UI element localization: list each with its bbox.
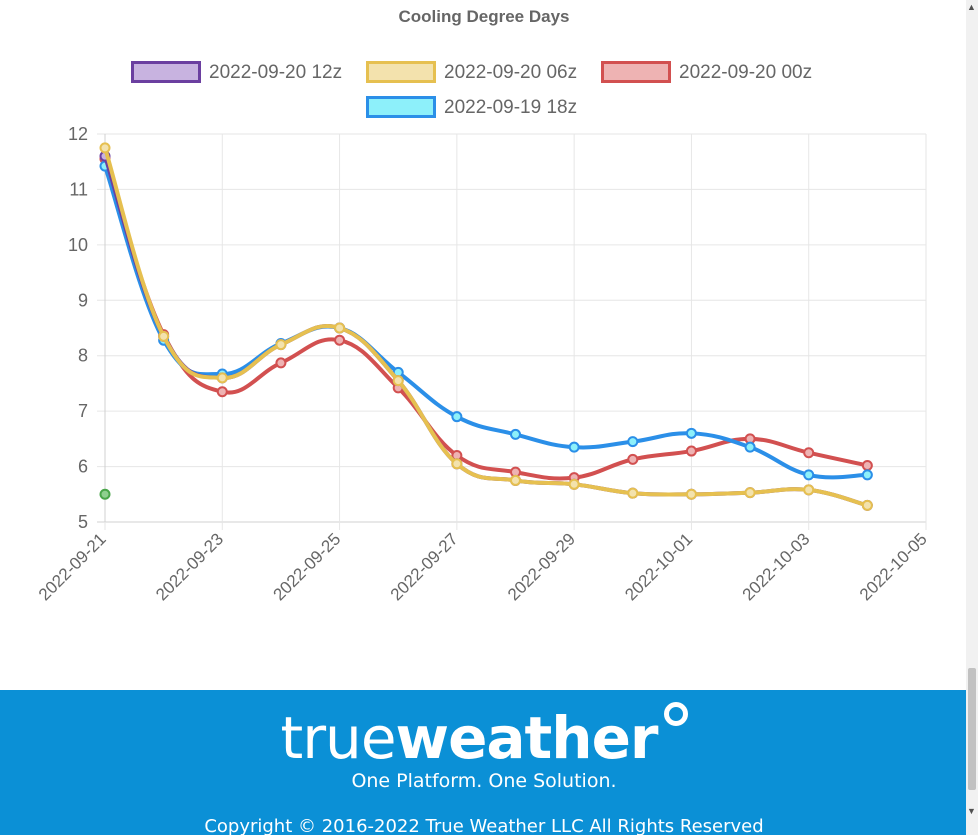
- data-point: [392, 375, 404, 387]
- y-tick-label: 12: [68, 124, 88, 144]
- series-line: [103, 155, 868, 508]
- legend-swatch: [366, 96, 436, 118]
- y-tick-label: 9: [78, 290, 88, 310]
- data-point: [568, 478, 580, 490]
- x-tick-label: 2022-10-03: [739, 529, 814, 604]
- legend-swatch: [601, 61, 671, 83]
- series-line: [103, 165, 868, 480]
- data-point: [334, 322, 346, 334]
- y-tick-label: 8: [78, 346, 88, 366]
- x-tick-label: 2022-10-01: [621, 529, 696, 604]
- legend-label: 2022-09-20 06z: [444, 62, 577, 83]
- data-point: [744, 441, 756, 453]
- data-point: [803, 469, 815, 481]
- series-line: [103, 147, 868, 508]
- data-point: [275, 339, 287, 351]
- trueweather-logo[interactable]: trueweather: [0, 698, 968, 778]
- data-point: [685, 445, 697, 457]
- data-point: [99, 488, 111, 500]
- data-point: [627, 487, 639, 499]
- chart-svg: Cooling Degree Days 2022-09-20 12z 2022-09…: [35, 7, 931, 604]
- data-point: [861, 499, 873, 511]
- data-point: [99, 142, 111, 154]
- scroll-down-arrow-icon[interactable]: ▼: [967, 806, 976, 816]
- data-point: [451, 458, 463, 470]
- vertical-scrollbar[interactable]: ▲ ▼: [966, 0, 978, 835]
- chart-container: Cooling Degree Days 2022-09-20 12z 2022-09…: [35, 7, 931, 604]
- data-point: [510, 428, 521, 440]
- data-point: [451, 411, 463, 423]
- y-tick-label: 5: [78, 512, 88, 532]
- data-point: [216, 386, 228, 398]
- y-tick-label: 7: [78, 401, 88, 421]
- data-point: [861, 459, 873, 471]
- footer-copyright: Copyright © 2016-2022 True Weather LLC A…: [204, 816, 764, 835]
- scroll-up-arrow-icon[interactable]: ▲: [967, 2, 976, 12]
- legend-label: 2022-09-20 12z: [209, 62, 342, 83]
- degree-ring-icon: [663, 702, 688, 726]
- site-footer: trueweather One Platform. One Solution. …: [0, 690, 968, 835]
- data-point: [803, 484, 815, 496]
- data-point: [568, 441, 580, 453]
- data-point: [334, 334, 346, 346]
- y-tick-label: 11: [69, 179, 88, 199]
- chart-title: Cooling Degree Days: [399, 7, 570, 26]
- footer-tagline: One Platform. One Solution.: [351, 770, 617, 792]
- data-point: [216, 372, 228, 384]
- y-tick-label: 6: [78, 457, 88, 477]
- data-point: [685, 427, 697, 439]
- x-tick-label: 2022-09-23: [152, 529, 227, 604]
- legend-swatch: [131, 61, 201, 83]
- data-point: [510, 474, 521, 486]
- data-point: [685, 488, 697, 500]
- scrollbar-thumb[interactable]: [968, 668, 976, 790]
- y-tick-label: 10: [68, 235, 88, 255]
- data-point: [627, 436, 639, 448]
- x-tick-label: 2022-09-21: [35, 529, 110, 604]
- data-point: [861, 469, 873, 481]
- data-point: [744, 487, 756, 499]
- logo-text-weather: weather: [395, 704, 659, 772]
- legend-label: 2022-09-20 00z: [679, 62, 812, 83]
- legend-swatch: [366, 61, 436, 83]
- x-tick-label: 2022-09-27: [387, 529, 462, 604]
- data-point: [275, 357, 287, 369]
- data-point: [158, 330, 170, 342]
- x-tick-label: 2022-09-25: [269, 529, 344, 604]
- data-point: [627, 453, 639, 465]
- series-line: [103, 158, 868, 481]
- legend-label: 2022-09-19 18z: [444, 97, 577, 118]
- logo-text-true: true: [280, 704, 396, 772]
- data-point: [803, 447, 815, 459]
- x-tick-label: 2022-09-29: [504, 529, 579, 604]
- x-tick-label: 2022-10-05: [856, 529, 931, 604]
